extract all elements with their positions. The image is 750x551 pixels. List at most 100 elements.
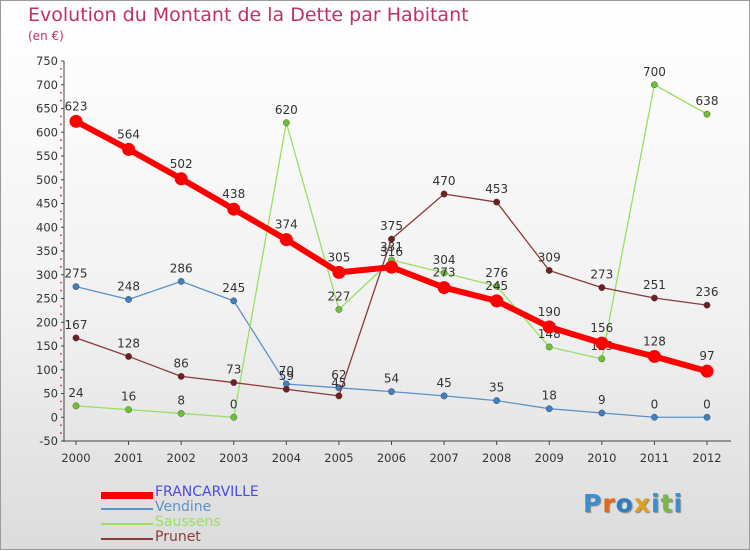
- data-point-francarville: [332, 265, 346, 279]
- data-label-prunet: 59: [279, 369, 294, 383]
- data-label-prunet: 167: [65, 318, 88, 332]
- data-point-francarville: [174, 172, 188, 186]
- proxiti-logo: Proxiti: [583, 489, 683, 518]
- y-minor-tick: [60, 305, 62, 308]
- x-tick-label: 2005: [324, 451, 353, 465]
- data-point-vendine: [493, 397, 501, 405]
- data-point-prunet: [440, 190, 448, 198]
- data-label-vendine: 286: [170, 261, 193, 275]
- data-label-francarville: 305: [327, 250, 350, 264]
- data-label-francarville: 97: [699, 349, 714, 363]
- y-minor-tick: [60, 289, 62, 292]
- data-point-vendine: [388, 388, 395, 395]
- x-tick-label: 2007: [429, 451, 458, 465]
- data-label-vendine: 54: [384, 372, 399, 386]
- data-point-francarville: [385, 260, 398, 274]
- data-point-francarville: [122, 142, 136, 156]
- chart-title: Evolution du Montant de la Dette par Hab…: [28, 4, 469, 26]
- data-point-saussens: [335, 306, 343, 313]
- data-label-prunet: 86: [174, 356, 189, 370]
- y-minor-tick: [60, 313, 62, 316]
- data-point-saussens: [651, 81, 658, 89]
- y-minor-tick: [60, 329, 62, 332]
- data-label-prunet: 45: [331, 376, 346, 390]
- x-tick-label: 2000: [61, 451, 90, 465]
- data-label-francarville: 564: [117, 127, 140, 141]
- y-minor-tick: [60, 75, 62, 78]
- y-tick-label: 50: [43, 387, 58, 401]
- x-tick-label: 2011: [640, 451, 669, 465]
- logo-letter: i: [651, 489, 661, 518]
- y-minor-tick: [60, 210, 62, 213]
- data-label-prunet: 273: [590, 268, 613, 282]
- y-minor-tick: [60, 115, 62, 118]
- legend-swatch: [101, 492, 153, 499]
- data-point-prunet: [125, 353, 132, 360]
- y-minor-tick: [60, 432, 62, 434]
- data-label-saussens: 620: [275, 103, 298, 117]
- y-minor-tick: [60, 376, 62, 379]
- data-label-vendine: 70: [279, 364, 294, 378]
- legend-label: Saussens: [155, 514, 221, 530]
- y-minor-tick: [60, 337, 62, 339]
- data-point-francarville: [69, 114, 83, 128]
- data-point-francarville: [595, 336, 609, 350]
- data-point-prunet: [177, 372, 185, 380]
- data-label-prunet: 453: [485, 182, 508, 196]
- y-minor-tick: [60, 91, 62, 94]
- y-minor-tick: [60, 68, 62, 70]
- data-label-vendine: 62: [331, 368, 346, 382]
- data-label-saussens: 8: [177, 393, 185, 407]
- y-tick-label: 450: [36, 197, 58, 211]
- y-minor-tick: [60, 424, 62, 427]
- data-label-saussens: 638: [696, 94, 719, 108]
- logo-letter: r: [602, 489, 616, 518]
- y-minor-tick: [60, 99, 62, 102]
- y-tick-label: 650: [36, 102, 58, 116]
- data-point-vendine: [545, 405, 553, 413]
- y-tick-label: 700: [36, 78, 58, 92]
- legend-label: Prunet: [155, 529, 201, 545]
- data-point-saussens: [440, 269, 448, 277]
- data-label-vendine: 35: [489, 381, 504, 395]
- y-minor-tick: [60, 186, 62, 189]
- y-minor-tick: [60, 384, 62, 387]
- y-tick-label: 500: [36, 173, 58, 187]
- y-minor-tick: [60, 234, 62, 237]
- data-label-prunet: 128: [117, 336, 140, 350]
- data-label-francarville: 273: [433, 266, 456, 280]
- data-label-vendine: 9: [598, 393, 606, 407]
- data-point-francarville: [437, 281, 451, 295]
- y-tick-label: 150: [36, 339, 58, 353]
- data-label-prunet: 470: [433, 174, 456, 188]
- x-tick-label: 2009: [535, 451, 564, 465]
- data-label-saussens: 0: [230, 397, 238, 411]
- y-tick-label: 200: [36, 315, 58, 329]
- data-label-francarville: 316: [380, 245, 403, 259]
- y-tick-label: 400: [36, 220, 58, 234]
- data-point-saussens: [230, 413, 238, 421]
- data-point-vendine: [72, 283, 80, 291]
- data-label-saussens: 24: [68, 386, 83, 400]
- y-tick-label: 550: [36, 149, 58, 163]
- data-point-vendine: [651, 413, 658, 421]
- data-label-francarville: 374: [275, 218, 298, 232]
- data-label-saussens: 700: [643, 65, 666, 79]
- data-label-saussens: 331: [380, 240, 403, 254]
- data-label-francarville: 128: [643, 334, 666, 348]
- y-minor-tick: [60, 258, 62, 260]
- x-tick-label: 2002: [167, 451, 196, 465]
- y-tick-label: 0: [51, 410, 58, 424]
- data-point-vendine: [177, 277, 185, 285]
- legend-swatch: [101, 523, 153, 525]
- data-point-saussens: [545, 343, 553, 351]
- data-point-prunet: [651, 294, 658, 302]
- chart-subtitle: (en €): [28, 29, 64, 43]
- x-tick-label: 2003: [219, 451, 248, 465]
- legend-swatch: [101, 508, 153, 510]
- data-point-saussens: [493, 282, 501, 290]
- data-label-francarville: 245: [485, 279, 508, 293]
- data-point-francarville: [647, 349, 661, 363]
